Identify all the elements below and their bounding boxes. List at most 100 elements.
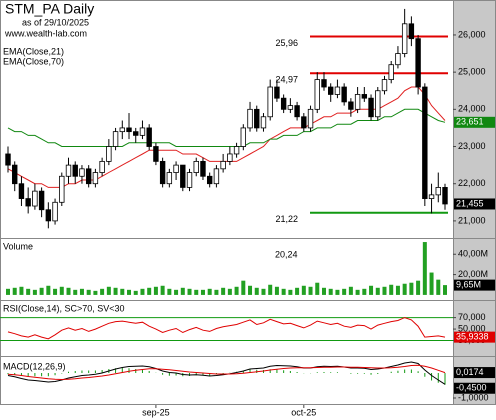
candle-body: [348, 101, 354, 110]
value-tag: 23,651: [456, 117, 484, 127]
candle-body: [280, 97, 287, 110]
candle-body: [139, 127, 146, 136]
volume-bar: [348, 286, 353, 295]
candle-body: [18, 183, 25, 199]
source: www.wealth-lab.com: [4, 28, 87, 38]
volume-bar: [120, 288, 125, 295]
volume-bar: [315, 282, 320, 295]
volume-bar: [153, 286, 158, 295]
value-tag-bg: [454, 331, 495, 343]
y-tick-label: 20,00M: [458, 269, 488, 279]
volume-bar: [133, 290, 138, 295]
candle-body: [442, 187, 448, 205]
volume-bar: [301, 285, 306, 295]
volume-bar: [207, 288, 212, 295]
candle-body: [213, 168, 220, 185]
y-tick-label: 50,000: [458, 323, 486, 333]
volume-bar: [167, 288, 172, 295]
volume-bar: [12, 287, 17, 295]
x-tick-label: sep-25: [142, 407, 170, 417]
chart-title: STM_PA Daily: [5, 1, 94, 17]
y-tick-label: 26,000: [458, 29, 486, 39]
candle-body: [388, 64, 394, 80]
legend-entry: EMA(Close,21): [3, 46, 64, 56]
volume-bar: [422, 242, 427, 295]
volume-bar: [127, 289, 132, 295]
volume-bar: [200, 289, 205, 295]
candle-body: [65, 164, 72, 177]
candle-body: [267, 86, 273, 118]
candle-body: [92, 172, 99, 185]
volume-bar: [321, 287, 326, 295]
candle-body: [415, 38, 421, 88]
rsi-line: [7, 317, 446, 340]
candle-body: [180, 164, 186, 188]
candle-body: [254, 108, 260, 129]
candle-body: [321, 79, 327, 88]
value-tag-bg: [454, 382, 495, 394]
y-tick-label: 25,000: [458, 67, 486, 77]
candle-body: [45, 209, 52, 222]
candle-body: [193, 160, 199, 173]
panel-title: MACD(12,26,9): [3, 361, 66, 371]
volume-bar: [328, 288, 333, 295]
volume-bar: [375, 287, 380, 295]
volume-bar: [342, 288, 347, 295]
candle-body: [341, 86, 347, 103]
candle-body: [146, 127, 152, 147]
candle-body: [227, 153, 233, 162]
legend-entry: EMA(Close,70): [3, 56, 64, 66]
candle-body: [159, 160, 166, 185]
volume-bar: [288, 289, 293, 295]
candle-body: [32, 190, 38, 207]
candle-body: [12, 164, 18, 185]
volume-bar: [187, 288, 192, 295]
value-tag: 0,0174: [456, 367, 484, 377]
volume-bar: [395, 285, 400, 295]
level-label: 24,97: [275, 75, 298, 85]
volume-bar: [140, 288, 145, 295]
candle-body: [428, 194, 435, 199]
volume-bar: [443, 285, 447, 295]
candle-body: [287, 105, 294, 110]
volume-bar: [248, 285, 253, 295]
volume-bar: [382, 286, 387, 295]
volume-bar: [59, 286, 64, 295]
volume-bar: [32, 289, 37, 295]
candle-body: [247, 108, 253, 129]
candle-body: [133, 131, 139, 136]
candle-body: [334, 86, 341, 95]
candle-body: [307, 108, 314, 129]
candle-body: [375, 90, 381, 118]
volume-bar: [429, 272, 434, 295]
volume-bar: [46, 285, 51, 295]
candle-body: [274, 86, 280, 99]
candle-body: [52, 201, 58, 222]
volume-bar: [295, 287, 300, 295]
panel-title: RSI(Close,14), SC>70, SV<30: [3, 303, 125, 313]
value-tag-bg: [454, 279, 495, 291]
y-tick-label: 21,000: [458, 215, 486, 225]
frame: [0, 0, 496, 405]
volume-bar: [100, 288, 105, 295]
candle-body: [186, 172, 193, 188]
volume-bar: [268, 284, 273, 295]
candle-body: [99, 160, 105, 173]
candle-body: [106, 146, 112, 162]
candle-body: [79, 168, 85, 177]
volume-bar: [86, 289, 91, 295]
volume-bar: [254, 287, 259, 295]
volume-bar: [79, 288, 84, 295]
candle-body: [408, 23, 415, 40]
volume-bar: [402, 283, 407, 295]
volume-bar: [53, 288, 58, 295]
candle-body: [85, 168, 92, 185]
value-tag: -0,4500: [456, 383, 487, 393]
candle-body: [314, 79, 320, 110]
volume-bar: [174, 289, 179, 295]
candle-body: [328, 86, 334, 95]
panel-title: Volume: [3, 241, 33, 251]
level-label: 25,96: [275, 38, 298, 48]
volume-bar: [39, 287, 44, 295]
candle-body: [59, 175, 65, 203]
